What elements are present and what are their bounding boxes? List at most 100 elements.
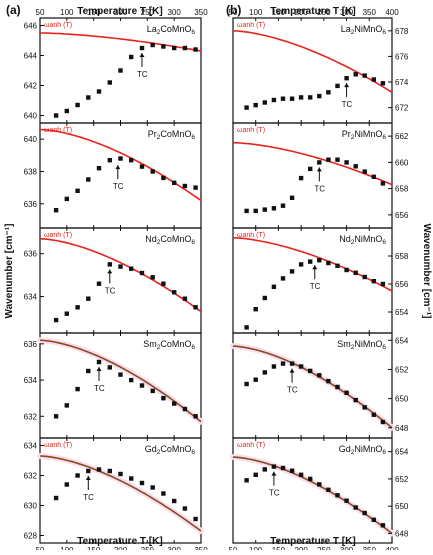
tc-label: TC [113, 182, 124, 191]
x-tick-label-top: 150 [87, 8, 101, 17]
data-point [371, 412, 376, 417]
compound-label: Sm2CoMnO6 [143, 339, 195, 351]
x-tick-label-top: 400 [385, 8, 399, 17]
data-point [362, 274, 367, 280]
data-point [75, 102, 80, 108]
data-point [326, 90, 331, 95]
data-point [262, 370, 267, 375]
data-point [298, 262, 304, 267]
data-point [362, 510, 367, 516]
data-point [161, 281, 166, 286]
y-tick-label: 678 [395, 27, 409, 36]
y-tick-label: 656 [395, 280, 409, 289]
panel-Sm2CoMnO6: 632 634 636 Sm2CoMnO6 TC [24, 332, 204, 439]
compound-label: Sm2NiMnO6 [337, 339, 386, 351]
fit-curve [39, 339, 202, 423]
data-point [150, 169, 155, 174]
data-point [317, 258, 322, 263]
data-point [107, 468, 112, 474]
data-point [317, 93, 322, 99]
fit-label: ωanh (T) [44, 127, 72, 134]
tc-arrow-head [271, 471, 277, 476]
data-point [75, 188, 80, 193]
tc-label: TC [137, 70, 148, 79]
panel-La2NiMnO6: 672 674 676 678 50 100 150 200 250 300 350 400 La2Ni… [229, 8, 409, 124]
y-tick-label: 658 [395, 185, 409, 194]
data-point [380, 81, 386, 86]
y-tick-label: 648 [395, 529, 409, 538]
data-point [271, 364, 277, 369]
x-tick-label-top: 50 [229, 8, 238, 17]
data-point [182, 45, 188, 51]
x-tick-label-top: 250 [141, 8, 155, 17]
data-point [161, 44, 166, 49]
data-point [150, 388, 155, 394]
x-tick-label-bottom: 50 [36, 546, 45, 550]
data-point [107, 262, 112, 267]
data-point [139, 45, 145, 51]
data-point [380, 523, 386, 528]
data-point [150, 42, 155, 48]
data-point [118, 372, 123, 377]
data-point [129, 266, 134, 271]
y-tick-label: 628 [24, 532, 38, 541]
data-point [118, 156, 123, 161]
panel-label-b: (b) [226, 3, 241, 17]
y-tick-label: 676 [395, 52, 409, 61]
compound-label: Gd2CoMnO6 [145, 444, 196, 456]
y-axis-title-right: Wavenumber [cm⁻¹] [421, 224, 432, 319]
data-point [193, 305, 198, 310]
compound-label: Pr2CoMnO6 [148, 129, 196, 141]
data-point [317, 373, 322, 378]
x-tick-label-bottom: 150 [87, 546, 101, 550]
data-point [308, 95, 313, 100]
data-point [335, 493, 340, 498]
data-point [172, 498, 177, 504]
data-point [262, 100, 267, 105]
data-point [86, 296, 91, 301]
data-point [262, 295, 267, 301]
x-tick-label-bottom: 400 [385, 546, 399, 550]
panels-group: 640 642 644 646 50 100 150 200 250 300 350 La2CoMnO… [24, 8, 409, 555]
y-tick-label: 654 [395, 308, 409, 317]
x-tick-label-top: 200 [114, 8, 128, 17]
data-point [271, 464, 277, 469]
x-tick-label-bottom: 350 [363, 546, 377, 550]
x-tick-label-bottom: 200 [114, 546, 128, 550]
x-tick-label-top: 250 [317, 8, 331, 17]
data-point [64, 108, 69, 114]
x-tick-label-top: 50 [36, 8, 45, 17]
compound-label: La2NiMnO6 [341, 24, 387, 36]
data-point [53, 113, 59, 118]
data-point [353, 72, 358, 77]
data-point [107, 80, 112, 85]
data-point [353, 397, 358, 403]
data-point [182, 506, 188, 511]
data-point [362, 169, 367, 174]
y-tick-label: 634 [24, 442, 38, 451]
data-point [371, 279, 376, 284]
y-tick-label: 636 [24, 200, 38, 209]
top-axis-title-a: Temperature T [K] [77, 6, 162, 17]
panel-Gd2CoMnO6: 628 630 632 634 50 100 150 200 250 300 350 Gd2CoMnO… [24, 437, 208, 555]
y-tick-label: 646 [24, 22, 38, 31]
data-point [96, 467, 102, 472]
data-point [161, 175, 166, 181]
data-point [253, 377, 258, 382]
y-tick-label: 644 [24, 52, 38, 61]
panel-Pr2NiMnO6: 656 658 660 662 Pr2NiMnO6 ωanh (T) TC [232, 122, 409, 229]
data-point [280, 361, 286, 366]
data-point [326, 157, 331, 162]
data-point [344, 76, 349, 81]
data-point [344, 267, 349, 273]
data-point [335, 263, 340, 268]
data-point [139, 383, 145, 388]
data-point [129, 476, 134, 481]
fit-label: ωanh (T) [44, 442, 72, 449]
data-point [129, 54, 134, 60]
fit-curve [232, 30, 393, 93]
data-point [53, 414, 59, 419]
tc-arrow-head [96, 366, 102, 371]
